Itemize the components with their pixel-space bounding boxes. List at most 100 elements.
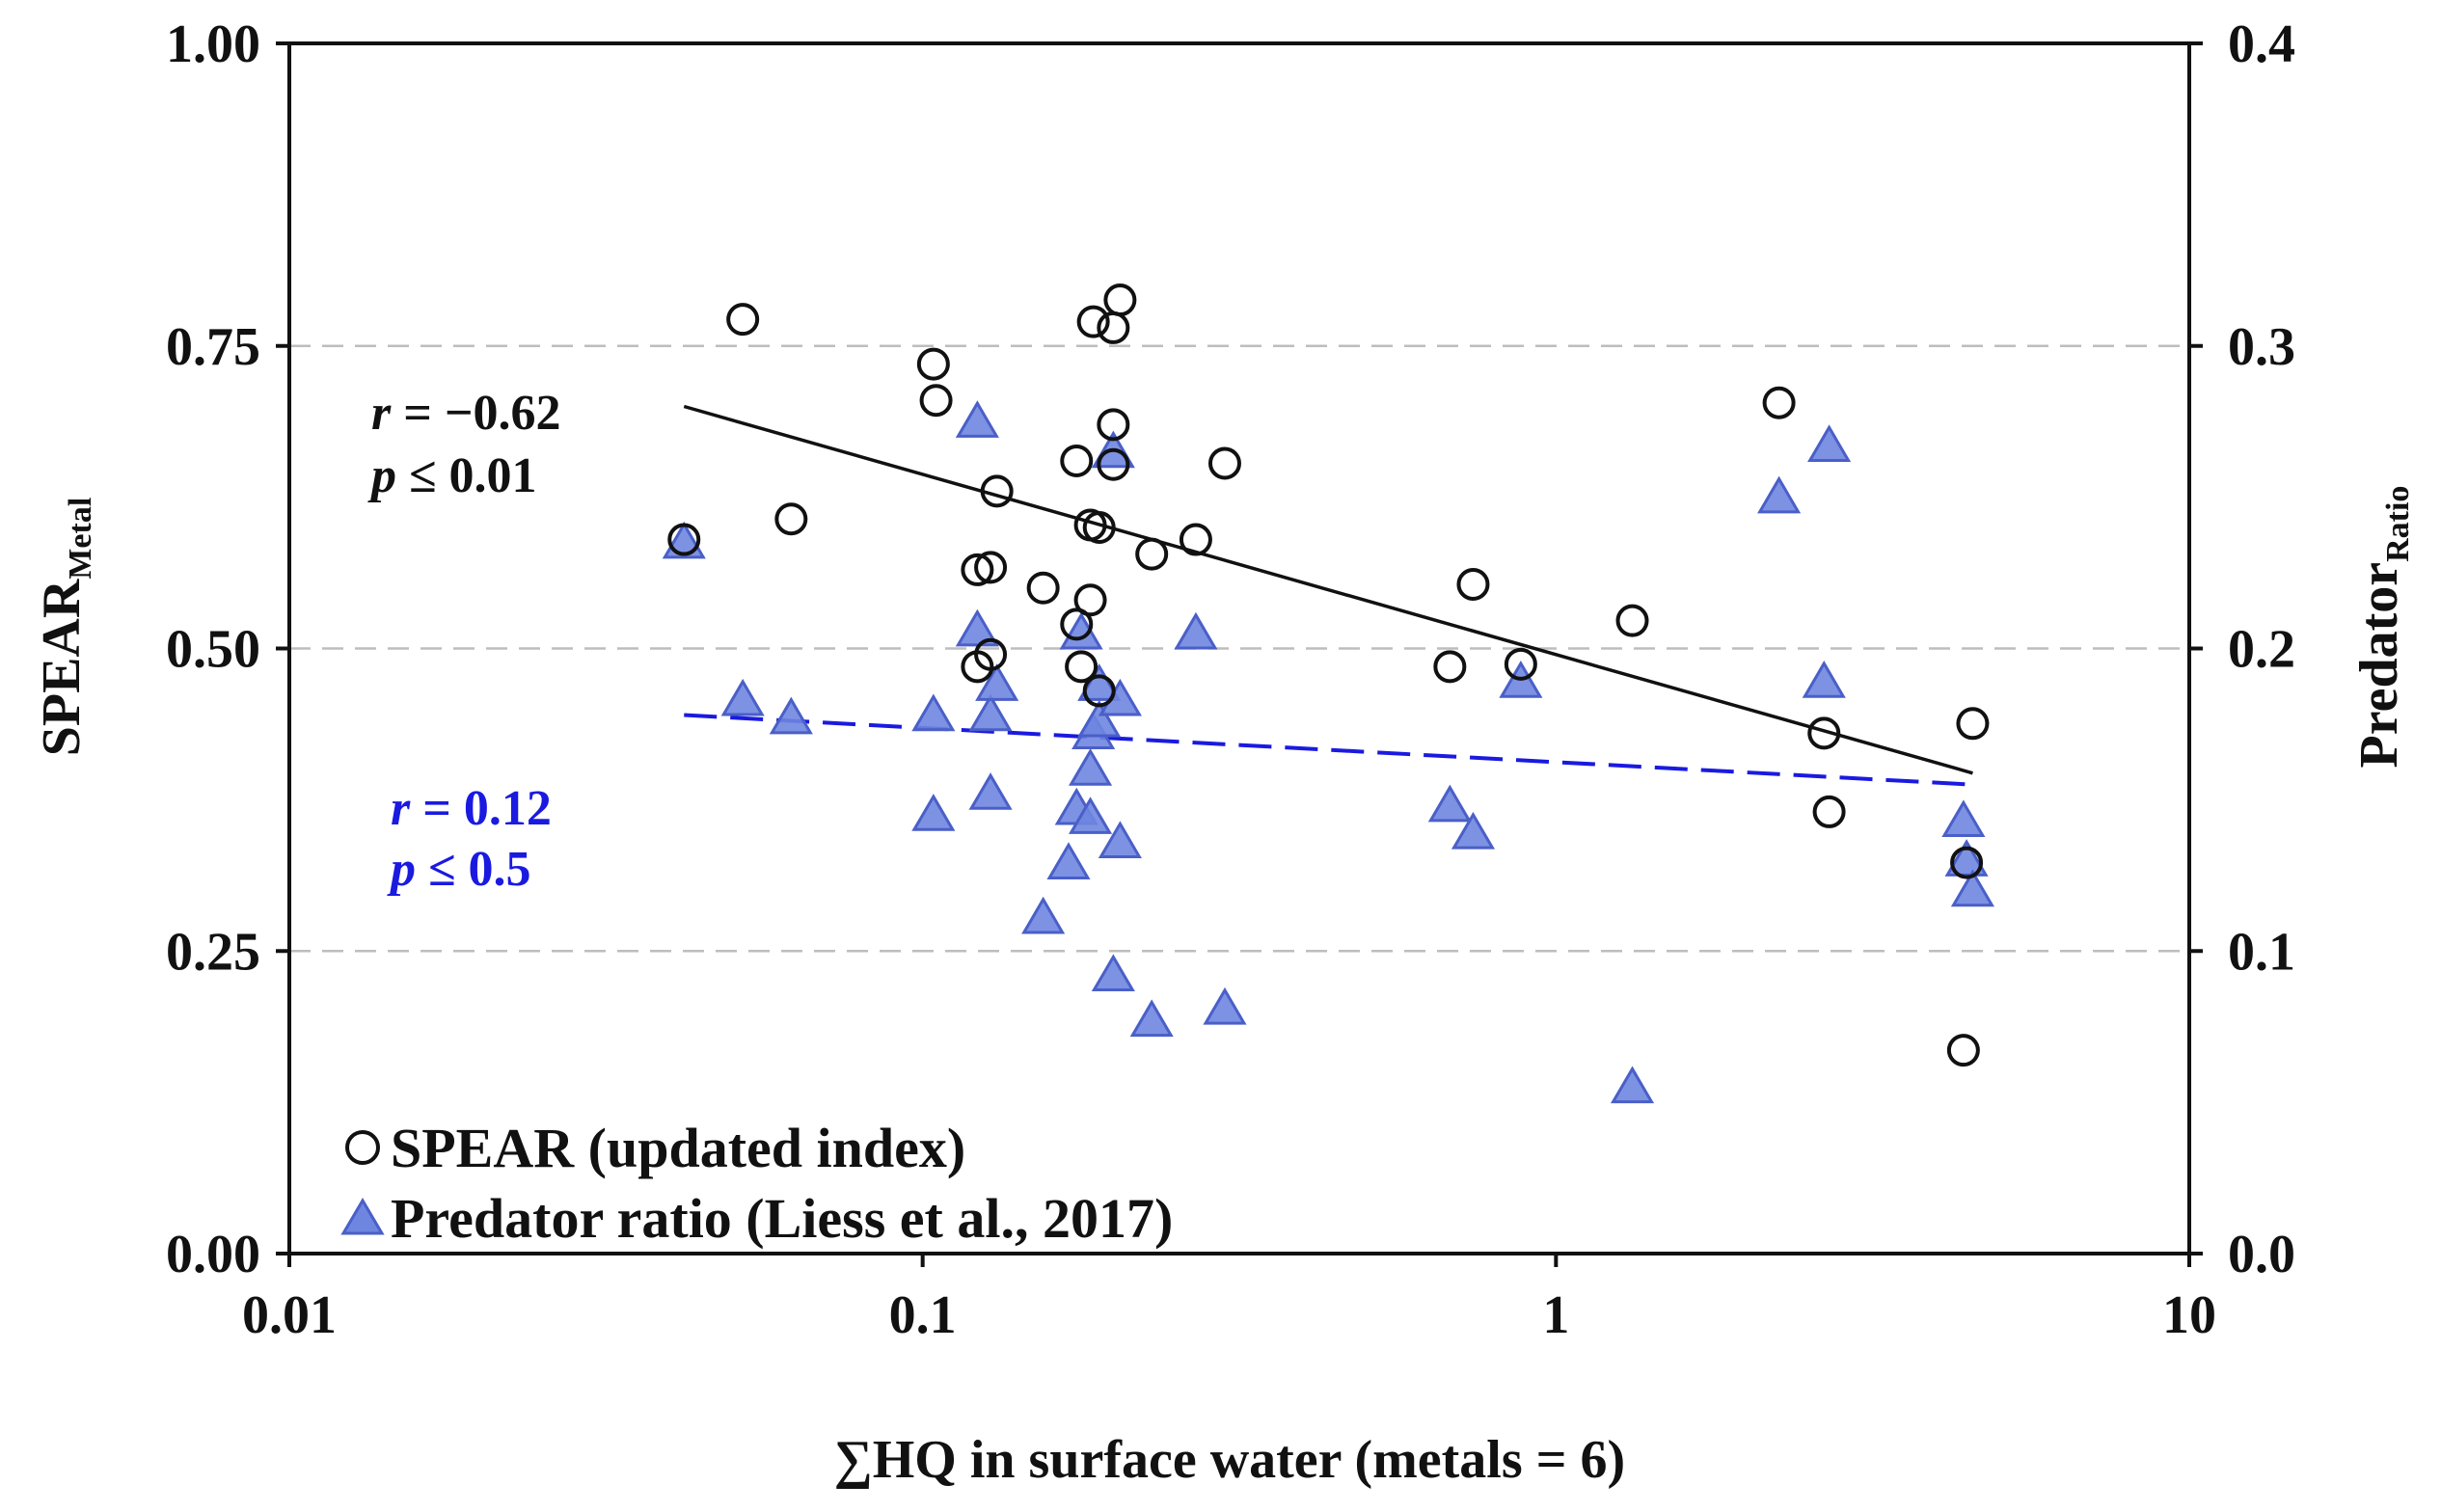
spear-point [1060,608,1094,641]
spear-point [1026,571,1060,605]
spear-point [1082,511,1116,544]
y-axis-left-title-main: SPEAR [32,579,92,756]
y-axis-left-title-sub: Metal [63,498,98,580]
pred-r-var: r [391,781,411,836]
predator-point [1077,699,1122,738]
predator-point [911,693,956,732]
spear-point [1135,537,1169,571]
predator-point [1077,663,1122,701]
legend-triangle-icon [340,1198,385,1235]
y-axis-right-title-sub: Ratio [2380,486,2416,562]
spear-point [1433,650,1467,684]
spear-point [1762,386,1796,419]
spear-p-value: ≤ 0.01 [396,448,537,503]
y-axis-right-title-main: Predator [2349,562,2409,769]
gridlines [289,344,2189,953]
predator-point [1757,475,1802,514]
predator-point [1807,424,1852,462]
spear-point [1097,447,1130,481]
predator-point [1802,661,1846,698]
spear-point [1456,567,1490,601]
x-tick-label: 0.1 [889,1285,957,1345]
predator-ratio-points [662,400,1994,1104]
spear-point [1076,305,1110,338]
y-left-tick-label: 1.00 [166,14,260,74]
predator-point [1069,796,1113,834]
spear-point [1812,795,1846,828]
spear-point [974,551,1008,584]
spear-point [1807,716,1841,750]
spear-point [1179,523,1212,556]
legend-circle-icon [345,1130,380,1165]
y-left-tick-label: 0.50 [166,620,260,680]
spear-point [1615,604,1649,637]
predator-point [968,693,1013,732]
svg-text:p ≤ 0.5: p ≤ 0.5 [387,842,531,897]
spear-point [1082,674,1116,708]
y-right-tick-label: 0.2 [2228,620,2295,680]
pred-r-value: = 0.12 [410,781,552,836]
trendlines [683,404,1973,787]
predator-point [1091,954,1135,992]
spear-point [1065,650,1098,684]
axis-tick-labels: 0.01 0.1 1 10 0.00 0.25 0.50 0.75 1.00 0.0 0.1 0.2 0… [166,14,2295,1345]
y-right-tick-label: 0.4 [2228,14,2295,74]
y-left-tick-label: 0.25 [166,922,260,982]
x-axis-title: ∑HQ in surface water (metals = 6) [834,1430,1625,1490]
spear-point [1950,846,1984,879]
predator-trendline [684,713,1973,787]
svg-text:r = −0.62: r = −0.62 [371,386,561,441]
predator-point [720,678,765,716]
predator-point [1174,611,1218,650]
spear-point [916,347,950,381]
spear-point [1103,284,1137,317]
spear-point [1097,408,1130,442]
predator-point [1021,896,1066,934]
predator-stats-annotation: r = 0.12 p ≤ 0.5 [387,781,552,897]
y-axis-left-title: SPEARMetal [32,498,98,757]
x-tick-label: 10 [2162,1285,2216,1345]
spear-point [774,502,808,536]
spear-point [961,553,994,586]
x-tick-label: 1 [1542,1285,1569,1345]
predator-point [955,400,999,438]
axis-ticks [276,41,2203,1267]
predator-point [769,696,813,735]
predator-point [975,663,1019,701]
spear-r-value: = −0.62 [391,386,560,441]
predator-point [968,772,1013,810]
spear-point [974,637,1008,671]
legend: SPEAR (updated index) Predator ratio (Li… [340,1117,1173,1250]
y-right-tick-label: 0.3 [2228,317,2295,377]
predator-point [1427,784,1472,823]
spear-trendline [683,404,1973,775]
y-right-tick-label: 0.0 [2228,1225,2295,1284]
pred-p-value: ≤ 0.5 [416,842,531,897]
predator-point [1069,748,1113,786]
svg-text:p ≤ 0.01: p ≤ 0.01 [367,448,537,503]
spear-stats-annotation: r = −0.62 p ≤ 0.01 [367,386,561,503]
spear-point [1060,444,1094,477]
predator-point [1098,821,1142,858]
y-axis-right-title: PredatorRatio [2349,486,2416,769]
pred-p-var: p [387,842,416,897]
spear-point [1504,647,1537,681]
predator-point [1203,986,1247,1025]
predator-point [1944,839,1989,877]
predator-point [1129,999,1174,1038]
y-left-tick-label: 0.00 [166,1225,260,1284]
legend-label-spear: SPEAR (updated index) [391,1117,965,1179]
predator-point [1451,811,1496,850]
predator-point [911,794,956,831]
spear-point [919,384,953,418]
x-tick-label: 0.01 [242,1285,337,1345]
legend-label-predator: Predator ratio (Liess et al., 2017) [391,1187,1173,1250]
spear-point [1207,446,1241,480]
spear-points [667,284,1990,1067]
predator-point [1610,1066,1655,1104]
spear-point [1073,583,1107,617]
spear-point [1946,1034,1980,1067]
spear-point [667,523,701,556]
